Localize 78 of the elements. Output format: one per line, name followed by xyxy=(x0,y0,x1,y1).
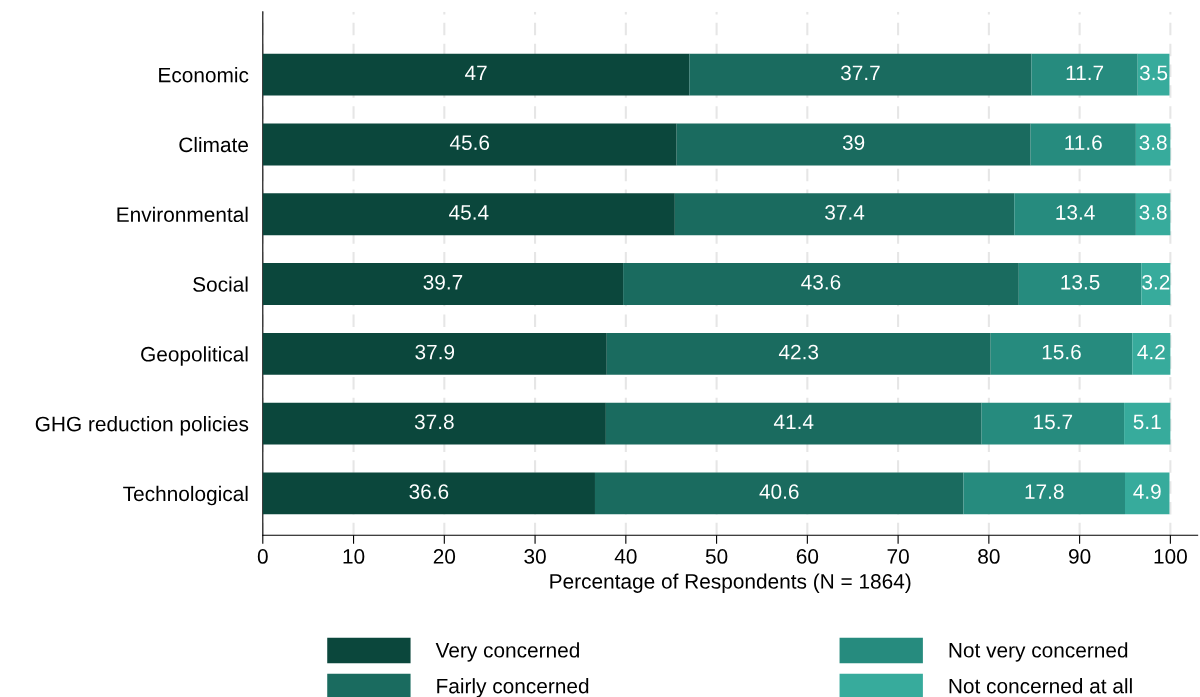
bar xyxy=(1141,263,1171,305)
data-label: 3.8 xyxy=(1139,205,1167,220)
data-label: 37.4 xyxy=(825,205,865,220)
bar xyxy=(1124,472,1170,515)
data-label: 36.6 xyxy=(409,484,449,500)
y-tick-label: Economic xyxy=(159,67,249,83)
bar xyxy=(262,472,595,515)
bar xyxy=(1132,332,1171,375)
data-label: 39.7 xyxy=(423,274,463,290)
data-label: 3.2 xyxy=(1142,274,1170,290)
legend-label: Fairly concerned xyxy=(437,678,589,697)
y-tick-label: Geopolitical xyxy=(141,346,248,366)
data-label: 3.5 xyxy=(1139,65,1168,81)
y-tick-label: Climate xyxy=(179,136,248,153)
bar xyxy=(262,332,607,375)
bar xyxy=(981,402,1125,445)
data-label: 5.1 xyxy=(1133,414,1161,430)
x-tick-label: 50 xyxy=(705,549,728,564)
bar xyxy=(1014,193,1136,236)
bar xyxy=(674,193,1015,236)
x-tick-label: 20 xyxy=(433,549,456,564)
bar xyxy=(262,193,675,236)
legend-label: Not very concerned xyxy=(949,642,1128,662)
data-label: 37.9 xyxy=(415,344,455,360)
x-tick-label: 100 xyxy=(1154,549,1187,564)
data-label: 43.6 xyxy=(801,274,841,290)
bar xyxy=(1018,263,1142,305)
bar xyxy=(689,53,1032,96)
data-label: 39 xyxy=(842,135,865,151)
data-label: 15.6 xyxy=(1042,344,1081,360)
data-label: 17.8 xyxy=(1025,484,1064,500)
data-label: 4.9 xyxy=(1133,484,1161,500)
bar xyxy=(623,263,1019,305)
data-label: 13.5 xyxy=(1061,274,1100,290)
y-tick-label: Environmental xyxy=(117,206,248,222)
bar xyxy=(262,402,606,445)
bar xyxy=(963,472,1125,515)
data-label: 37.8 xyxy=(414,414,454,430)
x-tick-label: 40 xyxy=(614,549,637,564)
y-tick-label: GHG reduction policies xyxy=(35,416,249,436)
data-label: 11.7 xyxy=(1066,65,1104,81)
x-tick-label: 10 xyxy=(343,549,365,564)
data-label: 37.7 xyxy=(840,65,880,81)
data-label: 41.4 xyxy=(773,414,814,430)
data-label: 40.6 xyxy=(759,484,799,500)
bar xyxy=(594,472,964,515)
y-tick-label: Social xyxy=(193,276,248,292)
data-label: 42.3 xyxy=(778,344,819,360)
bar xyxy=(676,123,1031,166)
data-label: 45.6 xyxy=(449,135,490,151)
legend-label: Not concerned at all xyxy=(949,678,1132,694)
data-label: 11.6 xyxy=(1065,135,1102,151)
bar xyxy=(1135,193,1171,236)
bar xyxy=(262,123,677,166)
x-tick-label: 80 xyxy=(978,549,1000,564)
x-tick-label: 90 xyxy=(1069,549,1091,564)
data-label: 15.7 xyxy=(1034,414,1073,430)
data-label: 13.4 xyxy=(1056,205,1095,220)
data-label: 4.2 xyxy=(1137,344,1165,360)
data-label: 47 xyxy=(464,65,487,81)
bar xyxy=(1124,402,1171,445)
bar xyxy=(606,332,991,375)
bar xyxy=(262,263,624,305)
x-tick-label: 70 xyxy=(887,549,909,564)
bar xyxy=(1137,53,1170,96)
data-label: 45.4 xyxy=(449,205,489,220)
bar xyxy=(1031,53,1138,96)
x-tick-label: 30 xyxy=(524,549,546,564)
x-tick-label: 60 xyxy=(796,549,819,564)
x-axis-title: Percentage of Respondents (N = 1864) xyxy=(550,573,911,593)
bar xyxy=(605,402,982,445)
x-tick-label: 0 xyxy=(257,549,268,564)
data-label: 3.8 xyxy=(1139,135,1167,151)
y-tick-label: Technological xyxy=(123,485,248,506)
bar xyxy=(990,332,1133,375)
bar xyxy=(262,53,690,96)
legend-label: Very concerned xyxy=(435,642,579,662)
bar xyxy=(1030,123,1136,166)
